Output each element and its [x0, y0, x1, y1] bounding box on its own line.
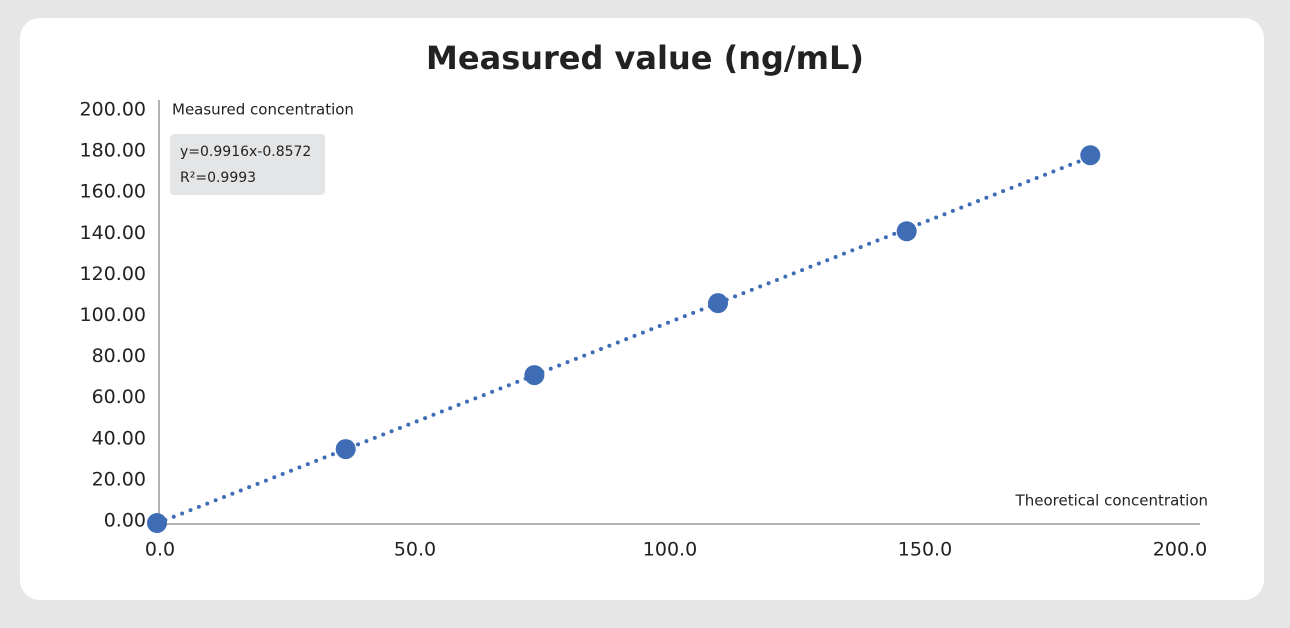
data-point [335, 439, 356, 460]
data-point [1080, 145, 1101, 166]
x-tick-label: 150.0 [898, 539, 952, 561]
chart-title: Measured value (ng/mL) [426, 39, 864, 77]
y-tick-label: 120.00 [80, 263, 146, 285]
y-tick-label: 100.00 [80, 304, 146, 326]
y-tick-label: 200.00 [80, 99, 146, 121]
x-tick-label: 0.0 [145, 539, 175, 561]
x-tick-label: 200.0 [1153, 539, 1207, 561]
data-point [708, 293, 728, 314]
data-point [896, 221, 917, 242]
y-tick-label: 60.00 [92, 386, 146, 408]
x-axis-title: Theoretical concentration [1015, 492, 1208, 510]
y-tick-label: 80.00 [92, 345, 146, 367]
y-tick-label: 140.00 [80, 222, 146, 244]
y-axis-title: Measured concentration [172, 101, 354, 119]
trendline [155, 154, 1093, 526]
y-tick-label: 160.00 [80, 181, 146, 203]
data-point [147, 513, 167, 534]
y-tick-label: 40.00 [92, 427, 146, 449]
data-point [524, 365, 545, 386]
y-tick-label: 0.00 [104, 510, 146, 532]
x-tick-label: 50.0 [394, 539, 436, 561]
y-tick-label: 180.00 [80, 140, 146, 162]
y-tick-label: 20.00 [92, 468, 146, 490]
equation: y=0.9916x-0.8572 [180, 144, 311, 160]
x-tick-label: 100.0 [643, 539, 697, 561]
equation-box [170, 134, 325, 195]
r-squared: R²=0.9993 [180, 170, 256, 186]
